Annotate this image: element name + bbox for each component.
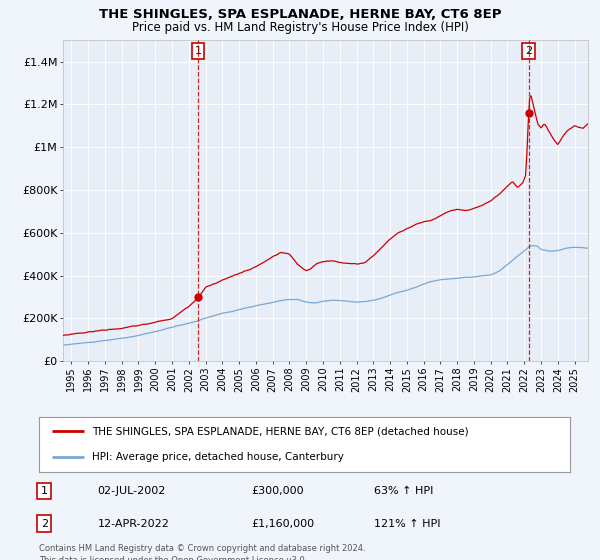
Text: 02-JUL-2002: 02-JUL-2002 (97, 486, 166, 496)
Text: Contains HM Land Registry data © Crown copyright and database right 2024.
This d: Contains HM Land Registry data © Crown c… (39, 544, 365, 560)
Text: £1,160,000: £1,160,000 (251, 519, 314, 529)
Text: THE SHINGLES, SPA ESPLANADE, HERNE BAY, CT6 8EP: THE SHINGLES, SPA ESPLANADE, HERNE BAY, … (99, 8, 501, 21)
Text: THE SHINGLES, SPA ESPLANADE, HERNE BAY, CT6 8EP (detached house): THE SHINGLES, SPA ESPLANADE, HERNE BAY, … (92, 427, 469, 436)
Text: 1: 1 (41, 486, 48, 496)
Text: Price paid vs. HM Land Registry's House Price Index (HPI): Price paid vs. HM Land Registry's House … (131, 21, 469, 34)
Text: 121% ↑ HPI: 121% ↑ HPI (374, 519, 440, 529)
Text: £300,000: £300,000 (251, 486, 304, 496)
Text: HPI: Average price, detached house, Canterbury: HPI: Average price, detached house, Cant… (92, 452, 344, 461)
Text: 1: 1 (194, 46, 202, 56)
Text: 12-APR-2022: 12-APR-2022 (97, 519, 169, 529)
Text: 63% ↑ HPI: 63% ↑ HPI (374, 486, 433, 496)
Text: 2: 2 (525, 46, 532, 56)
Text: 2: 2 (41, 519, 48, 529)
